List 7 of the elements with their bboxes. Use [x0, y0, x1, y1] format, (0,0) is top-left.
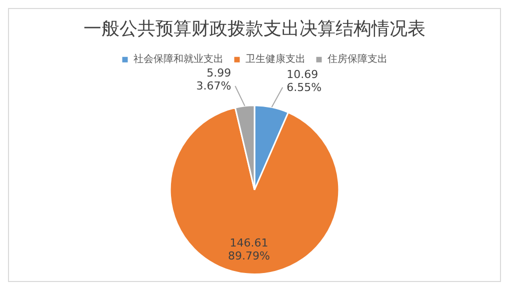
legend-label: 卫生健康支出 [246, 53, 306, 66]
chart-title: 一般公共预算财政拨款支出决算结构情况表 [84, 18, 426, 40]
data-label: 5.99 3.67% [196, 66, 232, 92]
legend-label: 社会保障和就业支出 [134, 53, 224, 66]
data-label: 146.61 89.79% [228, 236, 270, 263]
data-label: 10.69 6.55% [286, 68, 322, 94]
legend-label: 住房保障支出 [328, 53, 388, 66]
